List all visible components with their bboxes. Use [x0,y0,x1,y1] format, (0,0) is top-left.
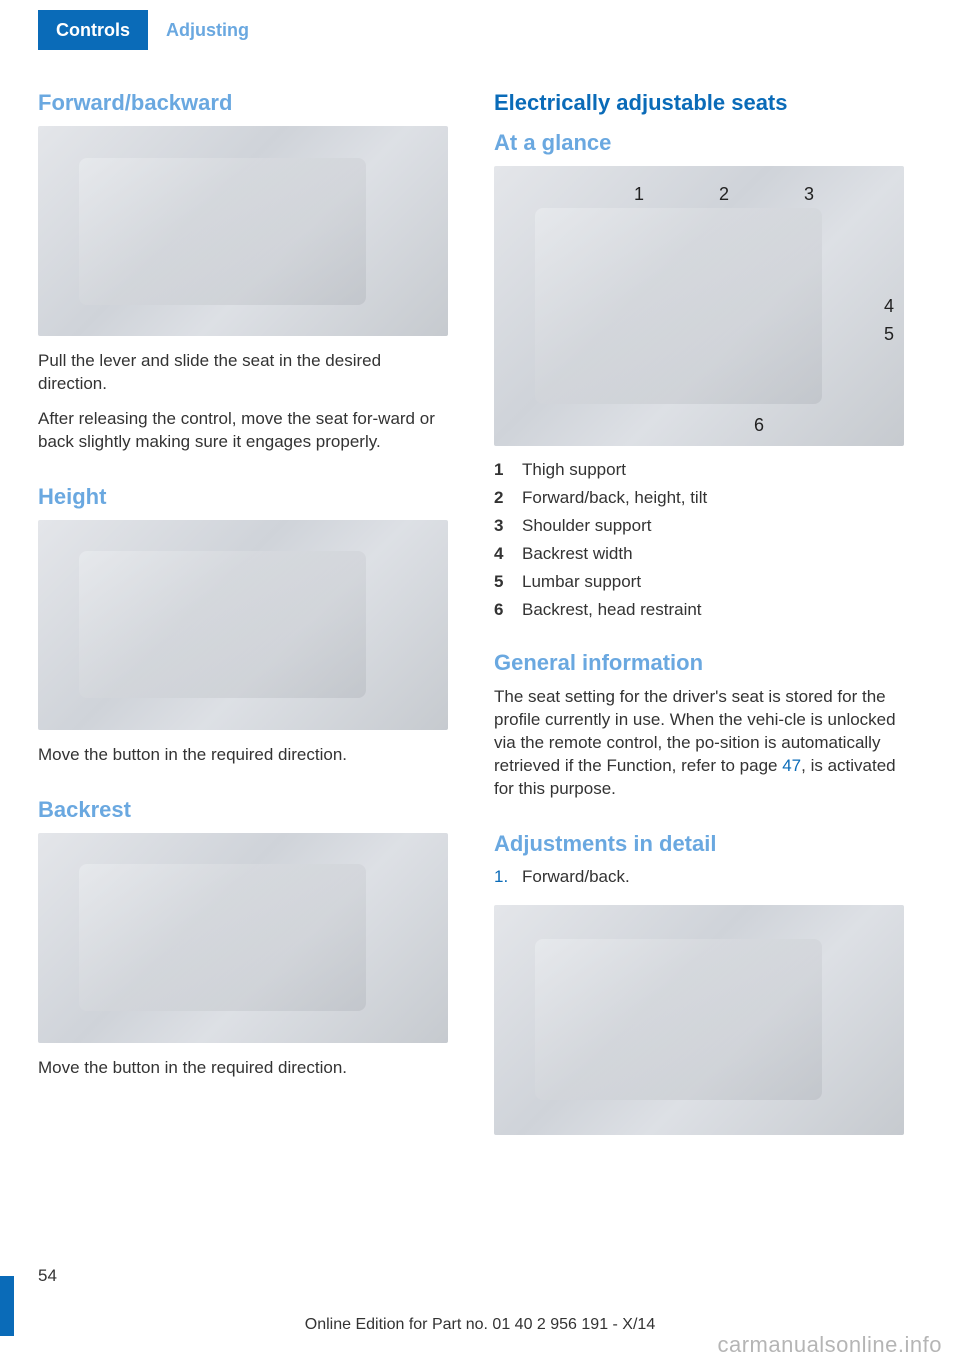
legend-num-3: 3 [494,516,522,536]
legend-num-1: 1 [494,460,522,480]
legend-label-1: Thigh support [522,460,910,480]
legend-num-5: 5 [494,572,522,592]
heading-adjustments-detail: Adjustments in detail [494,831,910,857]
callout-4: 4 [884,296,894,317]
legend-num-6: 6 [494,600,522,620]
page-number: 54 [38,1266,57,1286]
legend-label-2: Forward/back, height, tilt [522,488,910,508]
heading-at-a-glance: At a glance [494,130,910,156]
heading-general-info: General information [494,650,910,676]
breadcrumb: Controls Adjusting [0,10,960,50]
legend-label-6: Backrest, head restraint [522,600,910,620]
text-height: Move the button in the required directio… [38,744,454,767]
ordered-list: 1. Forward/back. [494,867,910,887]
callout-5: 5 [884,324,894,345]
heading-height: Height [38,484,454,510]
figure-forward-back-detail [494,905,904,1135]
right-column: Electrically adjustable seats At a glanc… [494,90,910,1149]
legend-num-4: 4 [494,544,522,564]
ord-num-1: 1. [494,867,522,887]
breadcrumb-page: Adjusting [148,10,267,50]
heading-backrest: Backrest [38,797,454,823]
text-forward-backward-2: After releasing the control, move the se… [38,408,454,454]
legend-list: 1 Thigh support 2 Forward/back, height, … [494,460,910,620]
legend-label-3: Shoulder support [522,516,910,536]
callout-2: 2 [719,184,729,205]
figure-at-a-glance: 1 2 3 4 5 6 [494,166,904,446]
text-backrest: Move the button in the required directio… [38,1057,454,1080]
text-general-info: The seat setting for the driver's seat i… [494,686,910,801]
figure-forward-backward [38,126,448,336]
text-forward-backward-1: Pull the lever and slide the seat in the… [38,350,454,396]
legend-label-4: Backrest width [522,544,910,564]
figure-height [38,520,448,730]
heading-forward-backward: Forward/backward [38,90,454,116]
page-content: Forward/backward Pull the lever and slid… [0,50,960,1149]
callout-6: 6 [754,415,764,436]
callout-3: 3 [804,184,814,205]
figure-callouts: 1 2 3 4 5 6 [494,166,904,446]
left-column: Forward/backward Pull the lever and slid… [38,90,454,1149]
ord-label-1: Forward/back. [522,867,910,887]
legend-num-2: 2 [494,488,522,508]
breadcrumb-section: Controls [38,10,148,50]
page-link-47[interactable]: 47 [782,756,801,775]
watermark: carmanualsonline.info [717,1332,942,1358]
figure-backrest [38,833,448,1043]
callout-1: 1 [634,184,644,205]
heading-electric-seats: Electrically adjustable seats [494,90,910,116]
legend-label-5: Lumbar support [522,572,910,592]
